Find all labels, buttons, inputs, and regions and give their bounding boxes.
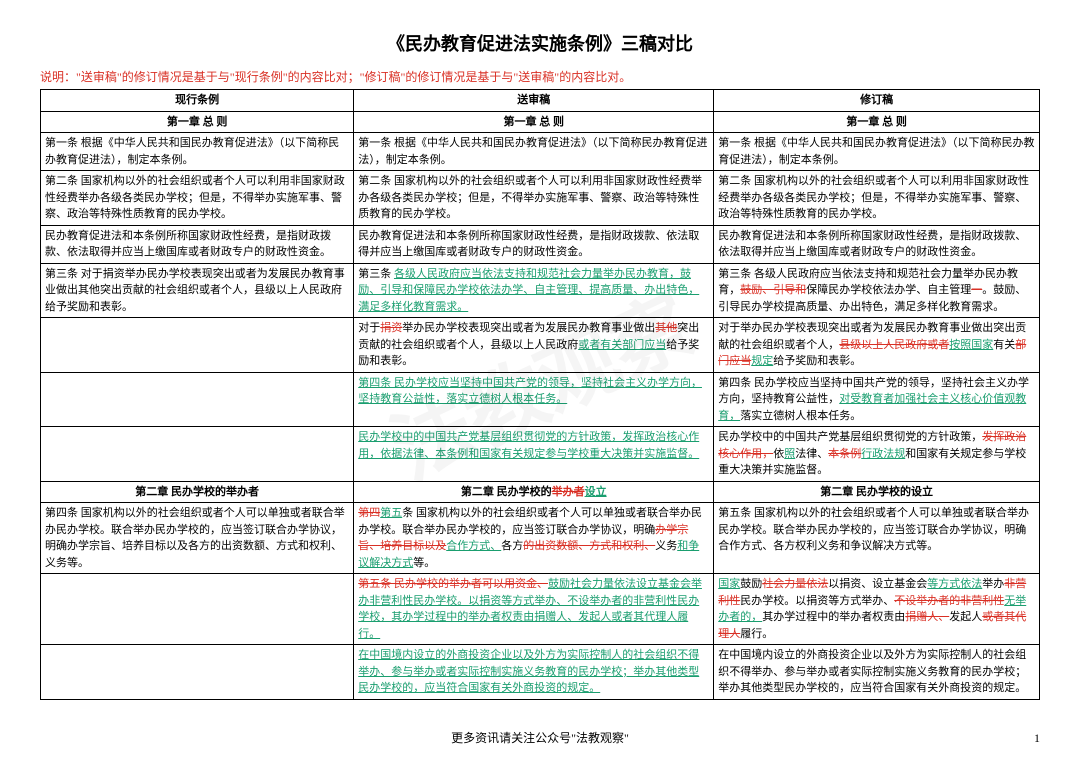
r2c3: 第二条 国家机构以外的社会组织或者个人可以利用非国家财政性经费举办各级各类民办学…: [714, 171, 1040, 226]
doc-title: 《民办教育促进法实施条例》三稿对比: [40, 30, 1040, 56]
r1c1: 第一条 根据《中华人民共和国民办教育促进法》（以下简称民办教育促进法），制定本条…: [41, 133, 354, 171]
r7c3: 民办学校中的中国共产党基层组织贯彻党的方针政策，发挥政治核心作用，依照法律、本条…: [714, 427, 1040, 482]
r4c3: 第三条 各级人民政府应当依法支持和规范社会力量举办民办教育，鼓励、引导和保障民办…: [714, 263, 1040, 318]
r4c1: 第三条 对于捐资举办民办学校表现突出或者为发展民办教育事业做出其他突出贡献的社会…: [41, 263, 354, 318]
page-number: 1: [1034, 731, 1040, 746]
r8c2: 第四第五条 国家机构以外的社会组织或者个人可以单独或者联合举办民办学校。联合举办…: [354, 503, 714, 574]
r7c1: [41, 427, 354, 482]
r6c1: [41, 372, 354, 427]
r1c3: 第一条 根据《中华人民共和国民办教育促进法》（以下简称民办教育促进法），制定本条…: [714, 133, 1040, 171]
comparison-table: 现行条例 送审稿 修订稿 第一章 总 则 第一章 总 则 第一章 总 则 第一条…: [40, 89, 1040, 700]
r5c2: 对于捐资举办民办学校表现突出或者为发展民办教育事业做出其他突出贡献的社会组织或者…: [354, 318, 714, 373]
chapter1-c2: 第一章 总 则: [354, 111, 714, 133]
r1c2: 第一条 根据《中华人民共和国民办教育促进法》（以下简称民办教育促进法），制定本条…: [354, 133, 714, 171]
r3c1: 民办教育促进法和本条例所称国家财政性经费，是指财政拨款、依法取得并应当上缴国库或…: [41, 225, 354, 263]
r3c2: 民办教育促进法和本条例所称国家财政性经费，是指财政拨款、依法取得并应当上缴国库或…: [354, 225, 714, 263]
r9c3: 国家鼓励社会力量依法以捐资、设立基金会等方式依法举办非营利性民办学校。以捐资等方…: [714, 574, 1040, 645]
chapter2-c3: 第二章 民办学校的设立: [714, 481, 1040, 503]
r3c3: 民办教育促进法和本条例所称国家财政性经费，是指财政拨款、依法取得并应当上缴国库或…: [714, 225, 1040, 263]
r2c1: 第二条 国家机构以外的社会组织或者个人可以利用非国家财政性经费举办各级各类民办学…: [41, 171, 354, 226]
r8c3: 第五条 国家机构以外的社会组织或者个人可以单独或者联合举办民办学校。联合举办民办…: [714, 503, 1040, 574]
r4c2: 第三条 各级人民政府应当依法支持和规范社会力量举办民办教育，鼓励、引导和保障民办…: [354, 263, 714, 318]
r10c3: 在中国境内设立的外商投资企业以及外方为实际控制人的社会组织不得举办、参与举办或者…: [714, 645, 1040, 700]
r7c2: 民办学校中的中国共产党基层组织贯彻党的方针政策，发挥政治核心作用，依据法律、本条…: [354, 427, 714, 482]
r6c2: 第四条 民办学校应当坚持中国共产党的领导，坚持社会主义办学方向，坚持教育公益性，…: [354, 372, 714, 427]
chapter1-c3: 第一章 总 则: [714, 111, 1040, 133]
chapter2-c1: 第二章 民办学校的举办者: [41, 481, 354, 503]
doc-note: 说明："送审稿"的修订情况是基于与"现行条例"的内容比对；"修订稿"的修订情况是…: [40, 68, 1040, 85]
r6c3: 第四条 民办学校应当坚持中国共产党的领导，坚持社会主义办学方向，坚持教育公益性，…: [714, 372, 1040, 427]
r10c2: 在中国境内设立的外商投资企业以及外方为实际控制人的社会组织不得举办、参与举办或者…: [354, 645, 714, 700]
r5c3: 对于举办民办学校表现突出或者为发展民办教育事业做出突出贡献的社会组织或者个人，县…: [714, 318, 1040, 373]
r2c2: 第二条 国家机构以外的社会组织或者个人可以利用非国家财政性经费举办各级各类民办学…: [354, 171, 714, 226]
r9c2: 第五条 民办学校的举办者可以用资金、鼓励社会力量依法设立基金会举办非营利性民办学…: [354, 574, 714, 645]
chapter2-c2: 第二章 民办学校的举办者设立: [354, 481, 714, 503]
r5c1: [41, 318, 354, 373]
footer-text: 更多资讯请关注公众号"法教观察": [0, 729, 1080, 746]
r9c1: [41, 574, 354, 645]
chapter1-c1: 第一章 总 则: [41, 111, 354, 133]
r10c1: [41, 645, 354, 700]
header-col2: 送审稿: [354, 90, 714, 112]
r8c1: 第四条 国家机构以外的社会组织或者个人可以单独或者联合举办民办学校。联合举办民办…: [41, 503, 354, 574]
header-col3: 修订稿: [714, 90, 1040, 112]
header-col1: 现行条例: [41, 90, 354, 112]
